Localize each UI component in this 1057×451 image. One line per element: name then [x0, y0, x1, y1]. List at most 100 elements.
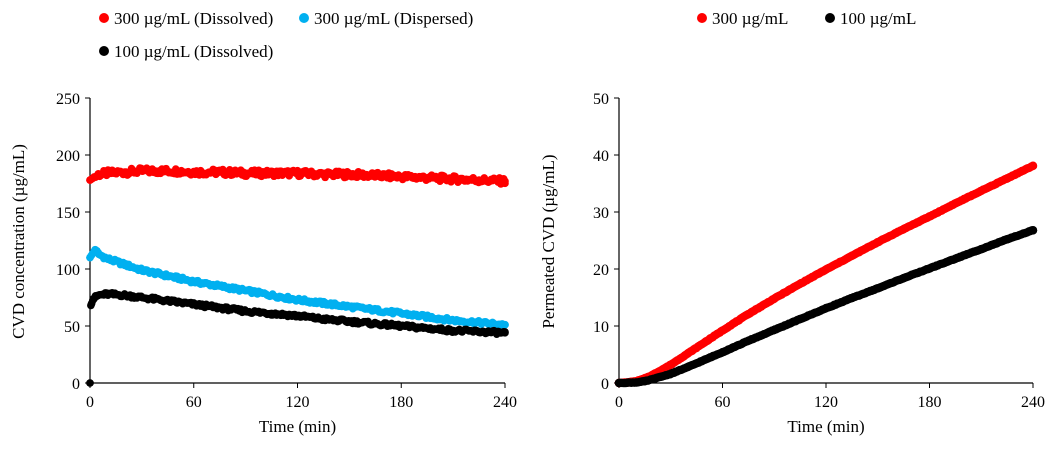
data-point: [666, 369, 675, 379]
data-point: [925, 264, 934, 273]
data-point: [164, 297, 172, 305]
legend-marker: [299, 13, 309, 23]
x-tick-label: 180: [389, 394, 413, 411]
legend-entry-0: 300 µg/mL (Dissolved): [99, 9, 273, 28]
y-tick-label: 50: [593, 91, 609, 108]
data-point: [632, 378, 641, 387]
series-1: [614, 226, 1038, 388]
data-point: [821, 265, 831, 274]
data-point: [899, 273, 908, 283]
data-point: [138, 293, 146, 302]
data-point: [475, 327, 483, 336]
x-tick-label: 120: [814, 394, 838, 411]
data-point: [267, 291, 276, 300]
data-point: [899, 224, 908, 234]
data-point: [345, 317, 354, 326]
data-point: [397, 172, 406, 181]
data-point: [371, 171, 380, 180]
legend-label: 300 µg/mL: [712, 9, 788, 28]
data-point: [293, 295, 302, 304]
data-point: [164, 272, 172, 280]
data-point: [1002, 174, 1012, 183]
data-point: [718, 348, 727, 357]
data-point: [847, 293, 857, 303]
data-point: [189, 168, 198, 176]
y-tick-label: 20: [593, 262, 609, 279]
legend-marker: [825, 13, 835, 23]
data-point: [397, 309, 406, 318]
legend-entry-0: 300 µg/mL: [697, 9, 788, 28]
data-point: [319, 170, 328, 179]
data-point: [120, 260, 129, 269]
data-point: [215, 282, 224, 290]
x-tick-label: 120: [286, 394, 310, 411]
data-point: [215, 303, 224, 312]
data-point: [371, 319, 380, 328]
data-point: [120, 291, 129, 300]
data-point: [293, 169, 302, 178]
series-0: [86, 164, 509, 188]
data-point: [977, 244, 986, 254]
data-point: [345, 302, 354, 311]
legend-entry-1: 300 µg/mL (Dispersed): [299, 9, 473, 28]
x-tick-label: 60: [186, 394, 202, 411]
data-point: [138, 167, 146, 175]
data-point: [449, 316, 457, 325]
x-tick-label: 0: [615, 394, 623, 411]
data-point: [319, 299, 328, 308]
series-1: [86, 245, 509, 330]
data-point: [172, 167, 181, 175]
data-point: [86, 379, 94, 387]
data-point: [94, 291, 103, 300]
data-point: [951, 199, 960, 208]
data-point: [951, 254, 960, 263]
y-tick-label: 250: [56, 91, 80, 108]
data-point: [475, 318, 483, 327]
data-point: [701, 355, 710, 364]
data-point: [683, 349, 693, 358]
data-point: [795, 279, 805, 289]
data-point: [215, 168, 224, 176]
y-axis-title: CVD concentration (µg/mL): [9, 144, 28, 339]
data-point: [120, 168, 129, 176]
data-point: [744, 309, 753, 319]
data-point: [449, 326, 457, 335]
x-axis-title: Time (min): [259, 417, 336, 436]
data-point: [423, 313, 431, 321]
data-point: [718, 326, 727, 335]
y-tick-label: 150: [56, 205, 80, 222]
chart-left-cvd-concentration: 0 60 120 180 240 0 50 100 150 200 250 Time (min) CVD…: [9, 9, 517, 436]
data-point: [319, 315, 328, 323]
y-tick-label: 30: [593, 205, 609, 222]
data-point: [103, 254, 112, 263]
data-point: [501, 321, 509, 329]
data-point: [977, 186, 986, 196]
data-point: [103, 169, 112, 178]
data-point: [86, 253, 94, 262]
x-tick-label: 0: [86, 394, 94, 411]
legend-label: 100 µg/mL: [840, 9, 916, 28]
legend-marker: [697, 13, 707, 23]
data-point: [86, 176, 94, 184]
data-point: [1028, 161, 1038, 171]
data-point: [155, 167, 163, 175]
data-point: [623, 378, 632, 387]
data-point: [501, 329, 509, 337]
data-point: [241, 307, 250, 315]
legend-entry-1: 100 µg/mL: [825, 9, 916, 28]
data-point: [423, 174, 431, 182]
legend-label: 100 µg/mL (Dissolved): [114, 42, 273, 61]
y-tick-label: 200: [56, 148, 80, 165]
y-tick-label: 40: [593, 148, 609, 165]
data-point: [770, 294, 779, 303]
data-point: [1002, 235, 1012, 244]
series-0: [614, 161, 1038, 388]
data-point: [241, 286, 250, 295]
x-tick-label: 60: [715, 394, 731, 411]
data-point: [501, 177, 509, 186]
y-tick-label: 50: [64, 319, 80, 336]
data-point: [103, 290, 112, 298]
y-tick-label: 100: [56, 262, 80, 279]
data-point: [241, 169, 250, 178]
